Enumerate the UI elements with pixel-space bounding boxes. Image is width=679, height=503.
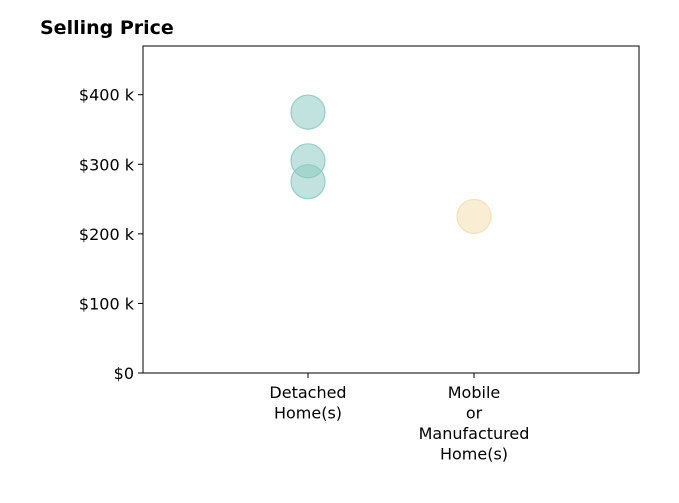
x-tick-label: or xyxy=(466,404,483,423)
chart-title: Selling Price xyxy=(40,17,174,39)
y-tick-label: $0 xyxy=(114,364,134,383)
y-tick-label: $100 k xyxy=(79,294,135,313)
data-point xyxy=(456,198,492,235)
x-tick-label: Mobile xyxy=(448,383,500,402)
x-tick-label: Manufactured xyxy=(419,424,530,443)
y-axis: $0 $100 k $200 k $300 k $400 k xyxy=(79,86,143,383)
x-tick-label: Home(s) xyxy=(440,445,508,464)
data-points xyxy=(290,94,492,235)
data-point xyxy=(290,94,326,130)
plot-frame xyxy=(142,45,640,374)
y-tick-label: $300 k xyxy=(79,155,135,174)
x-tick-label: Home(s) xyxy=(274,404,342,423)
y-tick-label: $200 k xyxy=(79,225,135,244)
data-point xyxy=(290,164,326,200)
y-tick-label: $400 k xyxy=(79,86,135,105)
x-tick-label: Detached xyxy=(269,383,346,402)
